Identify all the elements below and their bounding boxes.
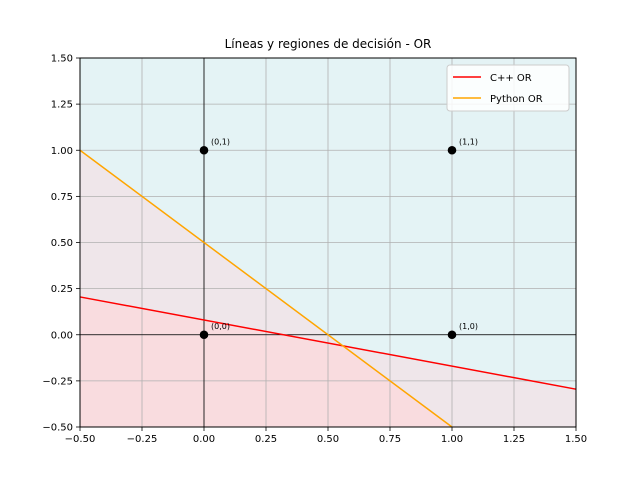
y-tick-label: 0.25 (51, 284, 73, 295)
chart-title: Líneas y regiones de decisión - OR (225, 37, 432, 51)
legend-label: Python OR (490, 94, 543, 105)
legend: C++ OR Python OR (446, 64, 570, 112)
legend-label: C++ OR (490, 73, 532, 84)
x-tick-label: 0.75 (379, 434, 401, 445)
y-tick-label: 1.25 (51, 100, 73, 111)
y-tick-label: 0.50 (51, 238, 73, 249)
data-point (199, 145, 209, 155)
y-tick-label: −0.50 (42, 423, 73, 434)
x-tick-label: 0.00 (193, 434, 215, 445)
point-label: (0,1) (211, 137, 230, 146)
plot-area: (0,0) (0,1) (1,0) (1,1) −0.50 −0.25 0.00 0.25 0.… (42, 54, 587, 446)
x-tick-label: 1.00 (441, 434, 463, 445)
point-label: (1,0) (459, 322, 478, 331)
series-line-cpp (79, 296, 577, 390)
x-tick-label: 0.25 (255, 434, 277, 445)
x-tick-label: −0.25 (127, 434, 158, 445)
data-point (447, 145, 457, 155)
y-tick-label: −0.25 (42, 376, 73, 387)
data-point (447, 330, 457, 340)
x-tick-label: 1.50 (565, 434, 587, 445)
y-tick-label: 0.00 (51, 330, 73, 341)
point-label: (0,0) (211, 322, 230, 331)
x-tick-label: 1.25 (503, 434, 525, 445)
x-tick-label: 0.50 (317, 434, 339, 445)
y-tick-label: 1.50 (51, 54, 73, 65)
y-tick-label: 1.00 (51, 146, 73, 157)
x-tick-label: −0.50 (65, 434, 96, 445)
data-point (199, 330, 209, 340)
point-label: (1,1) (459, 137, 478, 146)
series-line-python (79, 149, 453, 428)
y-tick-label: 0.75 (51, 192, 73, 203)
